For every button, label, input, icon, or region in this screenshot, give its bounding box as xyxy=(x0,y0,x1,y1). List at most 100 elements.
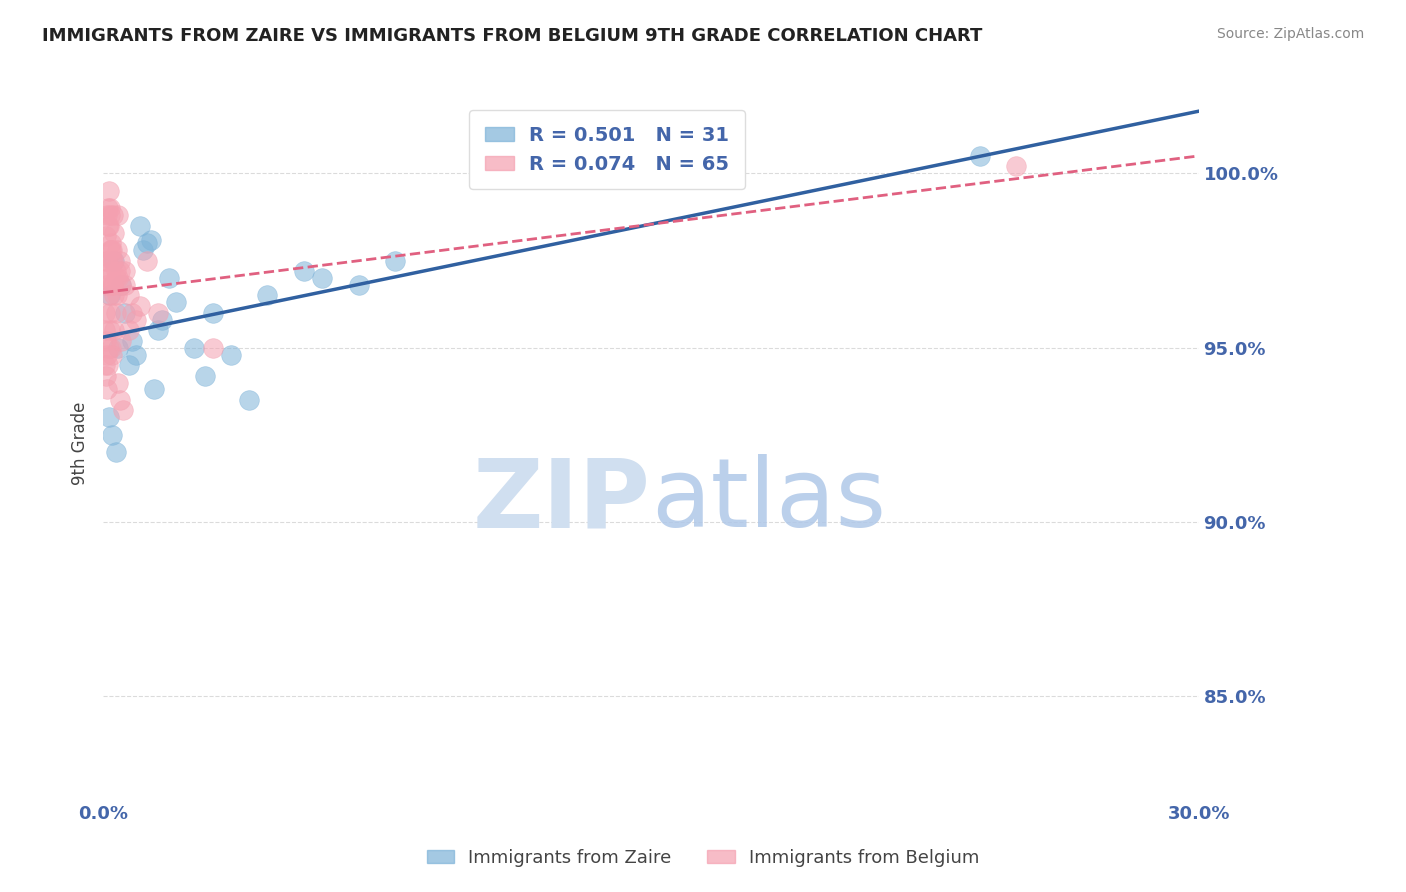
Point xyxy=(94,323,117,337)
Text: atlas: atlas xyxy=(651,454,886,547)
Point xyxy=(384,253,406,268)
Point xyxy=(969,149,991,163)
Point xyxy=(150,313,173,327)
Point xyxy=(97,184,120,198)
Point xyxy=(143,383,166,397)
Point xyxy=(101,243,124,257)
Point xyxy=(94,368,117,383)
Legend: R = 0.501   N = 31, R = 0.074   N = 65: R = 0.501 N = 31, R = 0.074 N = 65 xyxy=(470,111,745,189)
Point xyxy=(105,243,128,257)
Point xyxy=(96,348,118,362)
Point xyxy=(311,271,333,285)
Point xyxy=(107,271,129,285)
Point xyxy=(108,264,131,278)
Point xyxy=(100,341,122,355)
Point xyxy=(146,323,169,337)
Point xyxy=(100,208,122,222)
Point xyxy=(136,253,159,268)
Point xyxy=(1005,160,1028,174)
Point xyxy=(110,277,132,292)
Point xyxy=(97,288,120,302)
Point xyxy=(96,202,118,216)
Point xyxy=(201,341,224,355)
Point xyxy=(136,236,159,251)
Point xyxy=(256,288,278,302)
Point xyxy=(110,277,132,292)
Point xyxy=(101,253,124,268)
Point xyxy=(98,243,121,257)
Point xyxy=(125,348,148,362)
Point xyxy=(121,334,143,348)
Point xyxy=(347,277,370,292)
Point xyxy=(97,410,120,425)
Point xyxy=(100,288,122,302)
Point xyxy=(96,253,118,268)
Point xyxy=(94,334,117,348)
Point xyxy=(125,313,148,327)
Point xyxy=(118,323,141,337)
Point xyxy=(96,208,118,222)
Y-axis label: 9th Grade: 9th Grade xyxy=(72,401,89,485)
Point xyxy=(165,295,187,310)
Point xyxy=(139,233,162,247)
Text: Source: ZipAtlas.com: Source: ZipAtlas.com xyxy=(1216,27,1364,41)
Point xyxy=(132,243,155,257)
Point xyxy=(94,253,117,268)
Point xyxy=(101,277,124,292)
Point xyxy=(96,383,118,397)
Point xyxy=(103,226,125,240)
Point xyxy=(128,219,150,233)
Point xyxy=(103,253,125,268)
Point xyxy=(98,202,121,216)
Point xyxy=(103,253,125,268)
Point xyxy=(238,392,260,407)
Point xyxy=(104,445,127,459)
Point xyxy=(96,358,118,372)
Point xyxy=(114,306,136,320)
Point xyxy=(194,368,217,383)
Point xyxy=(100,243,122,257)
Point xyxy=(100,323,122,337)
Point xyxy=(103,323,125,337)
Point xyxy=(100,271,122,285)
Point xyxy=(94,306,117,320)
Point xyxy=(101,348,124,362)
Point xyxy=(146,306,169,320)
Point xyxy=(103,208,125,222)
Point xyxy=(104,306,127,320)
Point xyxy=(100,264,122,278)
Point xyxy=(107,341,129,355)
Point xyxy=(103,288,125,302)
Point xyxy=(100,236,122,251)
Point xyxy=(96,219,118,233)
Point xyxy=(101,427,124,442)
Point xyxy=(107,208,129,222)
Point xyxy=(97,341,120,355)
Point xyxy=(97,219,120,233)
Point xyxy=(105,288,128,302)
Text: IMMIGRANTS FROM ZAIRE VS IMMIGRANTS FROM BELGIUM 9TH GRADE CORRELATION CHART: IMMIGRANTS FROM ZAIRE VS IMMIGRANTS FROM… xyxy=(42,27,983,45)
Point xyxy=(114,277,136,292)
Point xyxy=(201,306,224,320)
Point xyxy=(103,277,125,292)
Point xyxy=(292,264,315,278)
Point xyxy=(107,376,129,390)
Point xyxy=(112,403,135,417)
Text: ZIP: ZIP xyxy=(472,454,651,547)
Point xyxy=(219,348,242,362)
Point xyxy=(114,264,136,278)
Point xyxy=(118,358,141,372)
Point xyxy=(157,271,180,285)
Legend: Immigrants from Zaire, Immigrants from Belgium: Immigrants from Zaire, Immigrants from B… xyxy=(419,842,987,874)
Point xyxy=(118,288,141,302)
Point xyxy=(121,306,143,320)
Point xyxy=(108,253,131,268)
Point xyxy=(108,392,131,407)
Point xyxy=(96,271,118,285)
Point xyxy=(104,271,127,285)
Point xyxy=(110,334,132,348)
Point xyxy=(128,299,150,313)
Point xyxy=(104,264,127,278)
Point xyxy=(94,358,117,372)
Point xyxy=(183,341,205,355)
